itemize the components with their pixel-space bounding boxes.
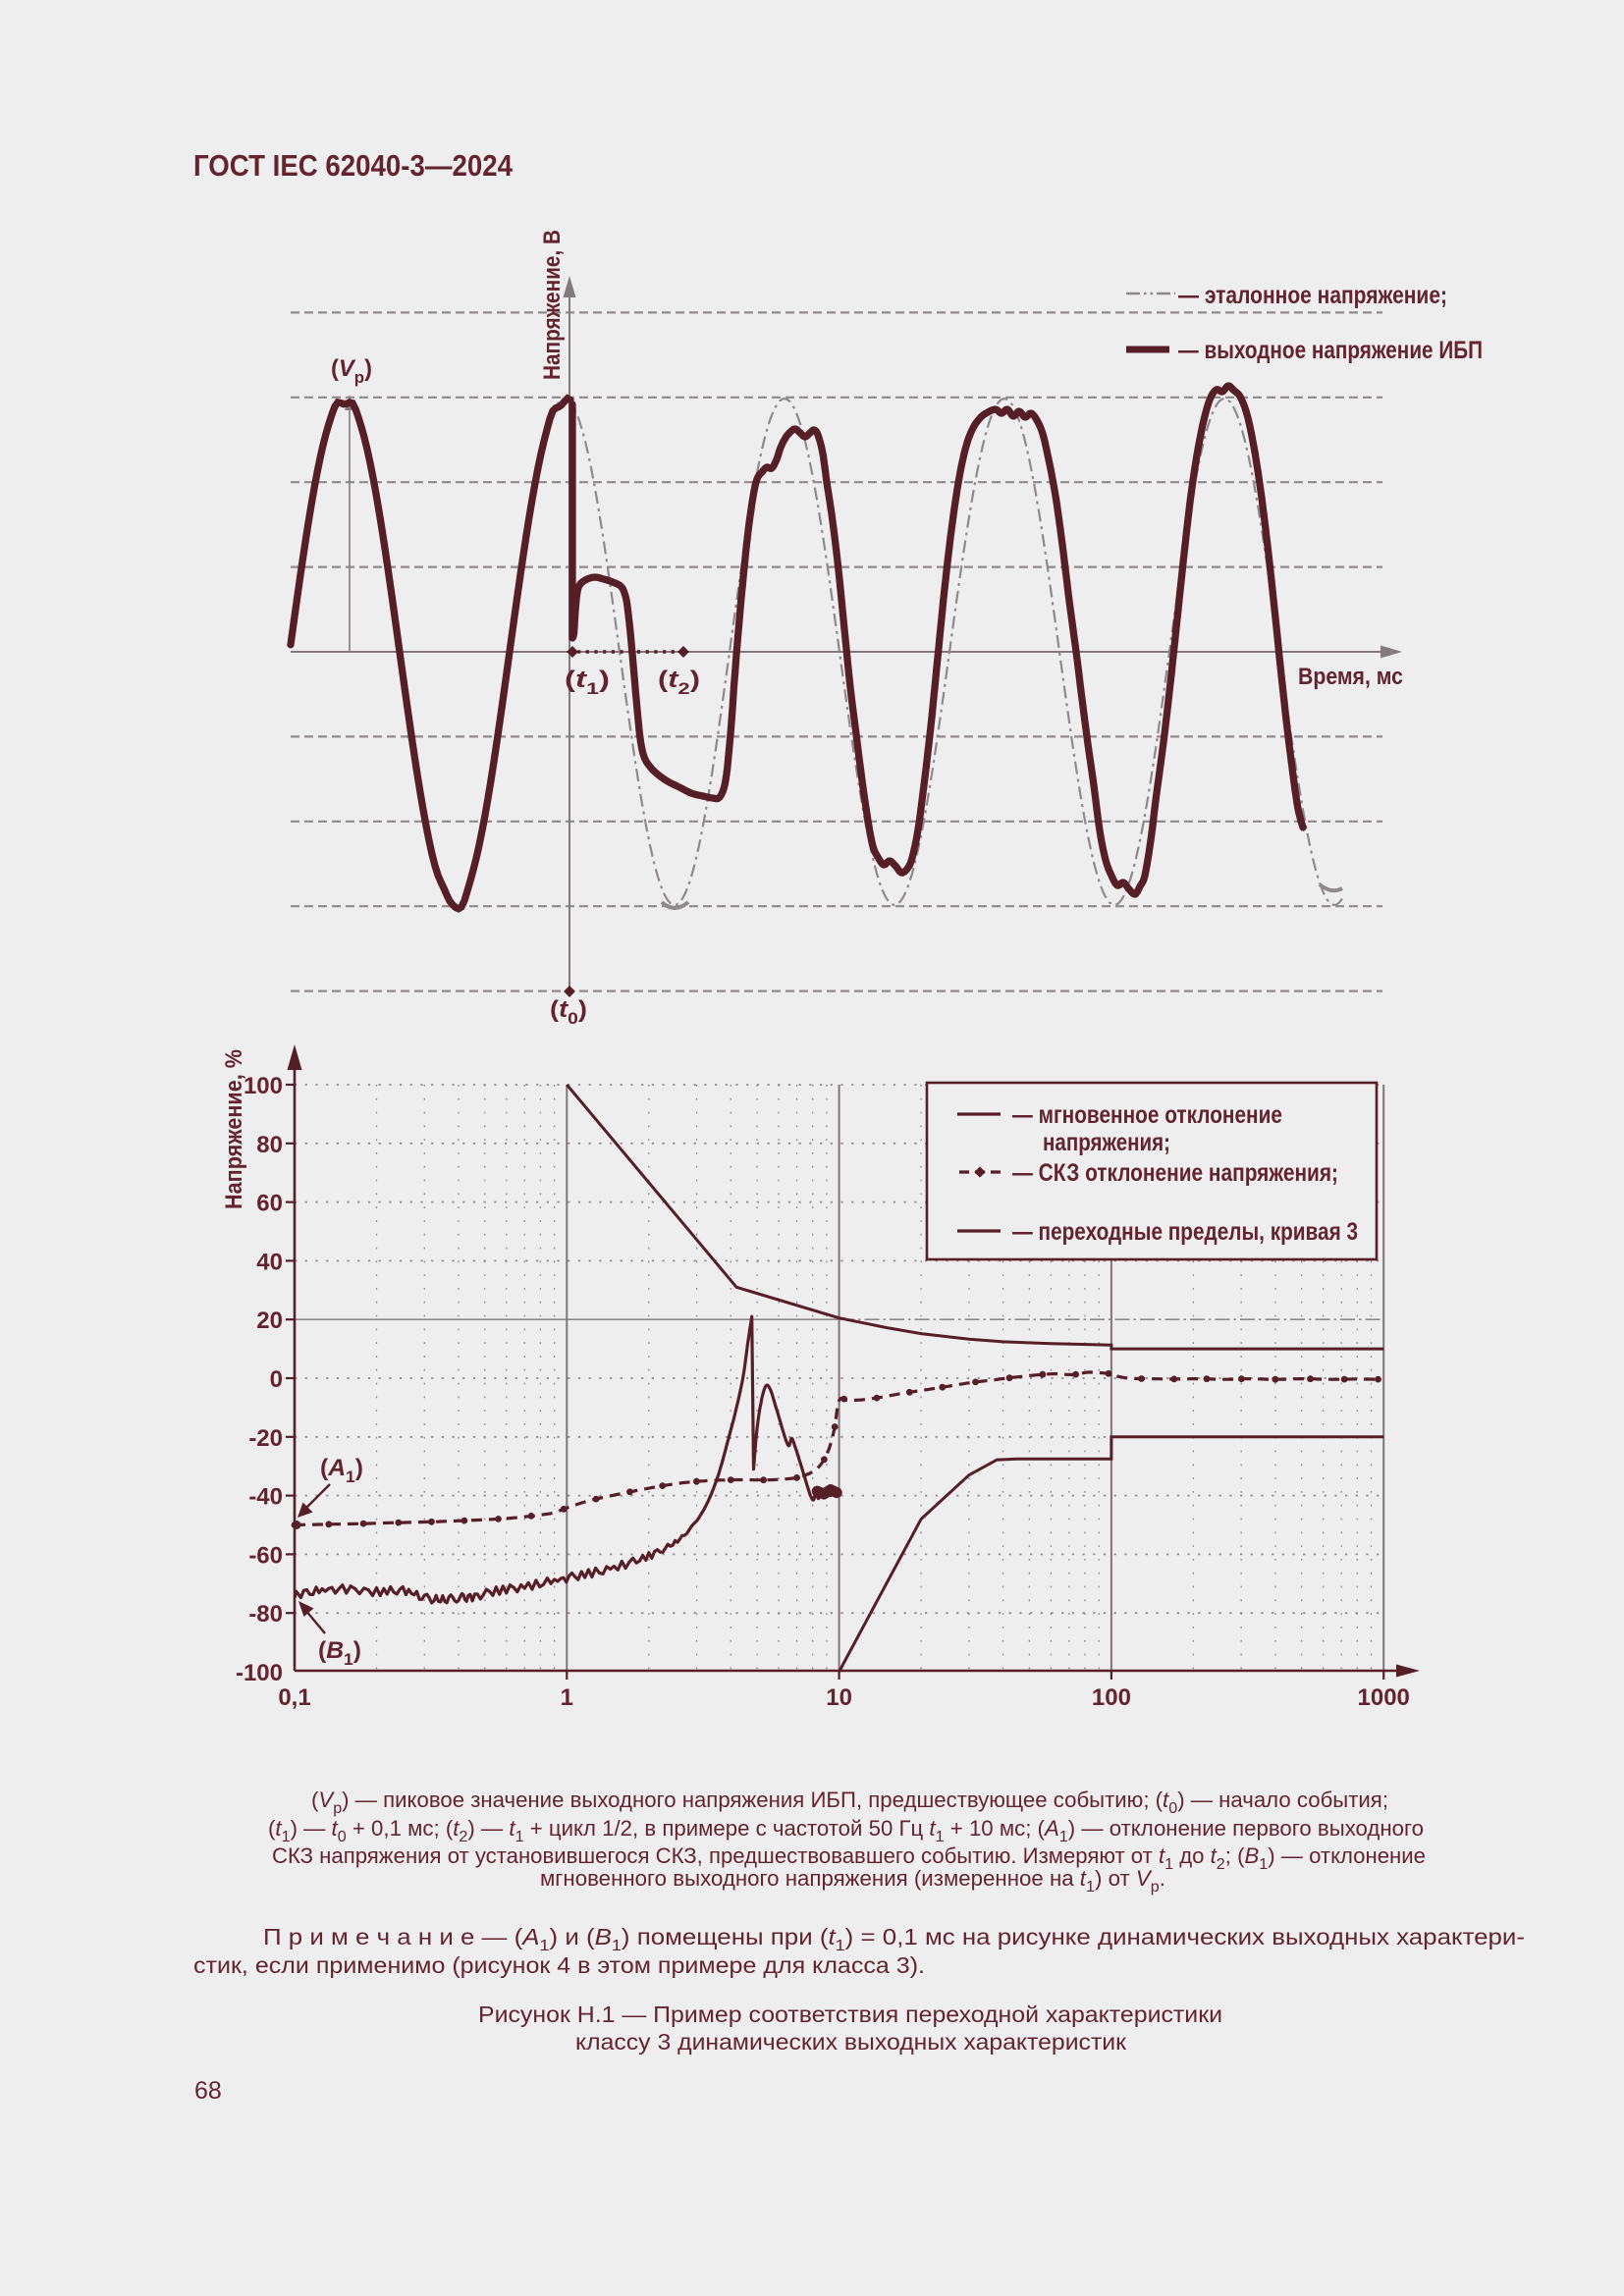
svg-text:стик, если применимо (рисунок: стик, если применимо (рисунок 4 в этом п… bbox=[193, 1952, 925, 1978]
svg-text:— переходные пределы, кривая 3: — переходные пределы, кривая 3 bbox=[1012, 1218, 1358, 1246]
svg-text:(t1) — t0 + 0,1 мс; (t2) — t1: (t1) — t0 + 0,1 мс; (t2) — t1 + цикл 1/2… bbox=[268, 1816, 1424, 1845]
svg-text:-60: -60 bbox=[248, 1542, 283, 1569]
svg-text:ГОСТ IEC 62040-3—2024: ГОСТ IEC 62040-3—2024 bbox=[193, 148, 514, 183]
svg-text:-100: -100 bbox=[236, 1660, 283, 1686]
svg-text:— мгновенное отклонение: — мгновенное отклонение bbox=[1012, 1101, 1282, 1129]
svg-text:1000: 1000 bbox=[1358, 1684, 1410, 1711]
svg-text:— эталонное напряжение;: — эталонное напряжение; bbox=[1178, 282, 1447, 309]
svg-text:(Vp): (Vp) bbox=[331, 355, 372, 387]
svg-text:-40: -40 bbox=[248, 1484, 283, 1511]
svg-text:1: 1 bbox=[561, 1684, 573, 1711]
svg-text:100: 100 bbox=[244, 1073, 283, 1099]
svg-text:мгновенного выходного напряжен: мгновенного выходного напряжения (измере… bbox=[540, 1866, 1165, 1896]
svg-text:40: 40 bbox=[256, 1249, 283, 1275]
svg-text:(t0): (t0) bbox=[550, 996, 587, 1028]
svg-text:80: 80 bbox=[256, 1132, 283, 1158]
svg-text:0: 0 bbox=[270, 1366, 283, 1393]
svg-text:классу 3 динамических выходных: классу 3 динамических выходных характери… bbox=[575, 2029, 1127, 2055]
svg-text:-80: -80 bbox=[248, 1601, 283, 1628]
svg-text:— СКЗ отклонение напряжения;: — СКЗ отклонение напряжения; bbox=[1012, 1159, 1338, 1187]
svg-text:100: 100 bbox=[1092, 1684, 1131, 1711]
svg-text:(t2): (t 2) bbox=[658, 667, 700, 698]
svg-text:0,1: 0,1 bbox=[278, 1684, 310, 1711]
svg-text:-20: -20 bbox=[248, 1425, 283, 1452]
svg-text:20: 20 bbox=[256, 1308, 283, 1334]
svg-text:Время, мс: Время, мс bbox=[1298, 664, 1403, 690]
svg-text:68: 68 bbox=[194, 2077, 222, 2105]
svg-text:— выходное напряжение ИБП: — выходное напряжение ИБП bbox=[1178, 337, 1483, 364]
svg-text:(B1): (B1) bbox=[318, 1637, 361, 1669]
svg-text:Рисунок Н.1 — Пример соответст: Рисунок Н.1 — Пример соответствия перехо… bbox=[478, 2002, 1222, 2027]
svg-text:Напряжение, В: Напряжение, В bbox=[539, 230, 566, 380]
svg-text:Напряжение, %: Напряжение, % bbox=[221, 1049, 247, 1209]
svg-text:(A1): (A1) bbox=[320, 1455, 363, 1486]
svg-text:10: 10 bbox=[826, 1684, 852, 1711]
svg-text:(Vp) — пиковое значение выходн: (Vp) — пиковое значение выходного напряж… bbox=[311, 1788, 1388, 1817]
svg-text:(t1): (t 1) bbox=[565, 667, 610, 698]
svg-text:П р и м е ч а н и е — (А1: П р и м е ч а н и е — (А 1) и (В 1) помеще… bbox=[263, 1924, 1525, 1954]
svg-text:60: 60 bbox=[256, 1191, 283, 1217]
svg-text:напряжения;: напряжения; bbox=[1043, 1129, 1170, 1156]
